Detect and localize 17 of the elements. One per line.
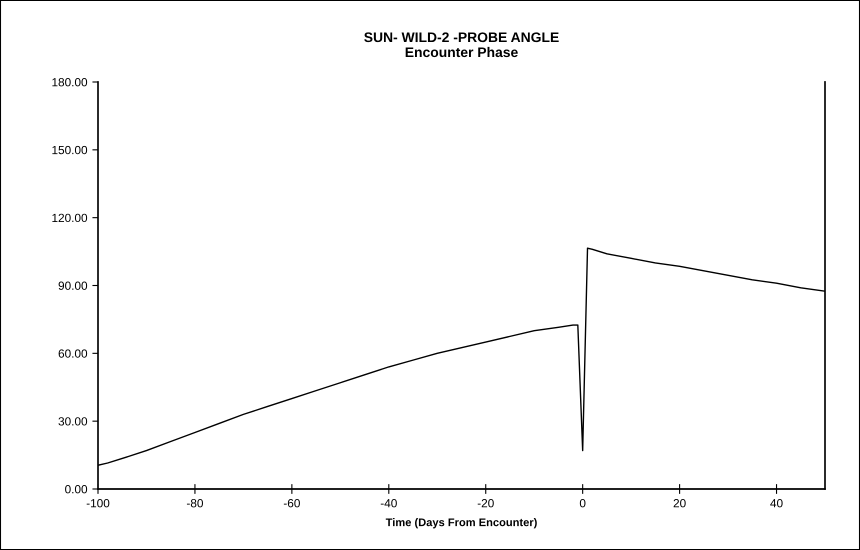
x-tick-label: 20 [674,499,686,508]
y-tick-label: 150.00 [52,146,88,154]
y-tick-label: 120.00 [52,214,88,222]
x-tick-label: -60 [284,499,300,508]
x-tick-label: 40 [770,499,783,508]
chart-title: SUN- WILD-2 -PROBE ANGLE Encounter Phase [364,32,559,58]
y-tick-label: 90.00 [58,282,88,290]
x-axis-title: Time (Days From Encounter) [386,518,537,528]
x-tick-label: -40 [380,499,397,508]
x-tick-label: 0 [580,499,586,508]
y-tick-label: 60.00 [58,349,88,358]
y-tick-label: 180.00 [52,78,88,86]
x-tick-label: -20 [478,499,494,508]
y-tick-label: 0.00 [65,485,88,494]
x-tick-label: -100 [86,499,110,508]
y-tick-label: 30.00 [58,417,88,426]
x-tick-label: -80 [186,499,204,508]
